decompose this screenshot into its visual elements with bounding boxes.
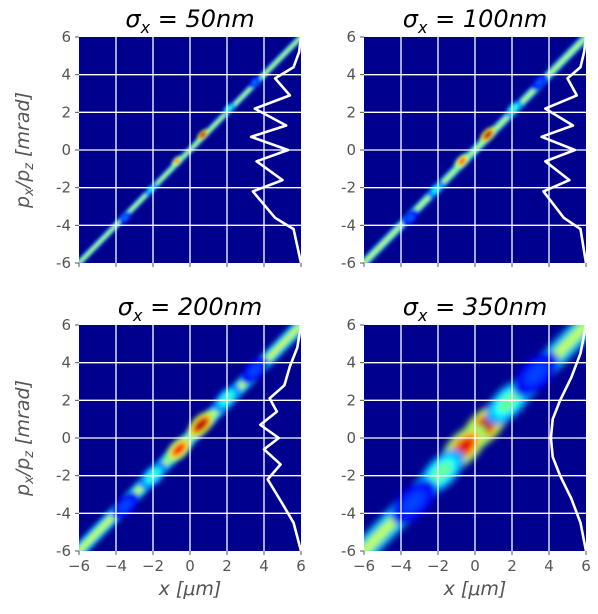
title-subscript: x <box>132 306 143 325</box>
x-tick-label: 2 <box>507 557 517 575</box>
heatmap-peak <box>525 363 547 385</box>
y-tick-label: 6 <box>61 316 71 334</box>
heatmap-area <box>79 37 301 263</box>
heatmap-area <box>79 325 301 551</box>
y-tick-label: 6 <box>61 28 71 46</box>
title-rest: = 100nm <box>427 5 547 33</box>
panel-4: 6 4 2 0 -2 -4 -6−6 −4 −2 0 2 4 6 σx = 350nm x [μm] <box>341 293 591 600</box>
x-tick-label: 4 <box>544 557 554 575</box>
heatmap-peak <box>122 215 128 221</box>
title-sigma: σ <box>403 293 419 321</box>
y-tick-label: -4 <box>341 216 356 234</box>
y-tick-label: -6 <box>341 254 356 272</box>
title-sigma: σ <box>403 5 419 33</box>
y-tick-label: 0 <box>346 141 356 159</box>
y-tick-label: 0 <box>61 429 71 447</box>
heatmap-peak <box>195 418 208 431</box>
x-tick-label: −6 <box>353 557 375 575</box>
heatmap-area <box>364 325 586 551</box>
y-tick-label: -6 <box>56 254 71 272</box>
panel-2: 6 4 2 0 -2 -4 -6 σx = 100nm <box>341 5 587 272</box>
x-tick-label: 6 <box>581 557 591 575</box>
y-tick-label: 0 <box>61 141 71 159</box>
y-tick-label: 2 <box>346 103 356 121</box>
title-subscript: x <box>140 18 151 37</box>
y-tick-label: -2 <box>341 467 356 485</box>
y-tick-label: 0 <box>346 429 356 447</box>
x-axis-label: x [μm] <box>158 578 222 600</box>
panel-1: 6 4 2 0 -2 -4 -6 σx = 50nm px/pz [mrad] <box>12 5 302 272</box>
y-axis-label: px/pz [mrad] <box>12 380 37 497</box>
y-tick-label: -6 <box>341 542 356 560</box>
y-tick-label: 2 <box>61 103 71 121</box>
title-subscript: x <box>417 18 428 37</box>
heatmap-peak <box>458 157 466 165</box>
title-sigma: σ <box>118 293 134 321</box>
y-tick-label: 4 <box>346 354 356 372</box>
heatmap-peak <box>252 79 258 85</box>
heatmap-peak <box>484 131 492 139</box>
x-tick-label: 4 <box>259 557 269 575</box>
x-tick-label: 0 <box>470 557 480 575</box>
y-tick-label: -6 <box>56 542 71 560</box>
panel-3: 6 4 2 0 -2 -4 -6−6 −4 −2 0 2 4 6 σx = 200nm px/pz [mra… <box>12 293 306 600</box>
y-tick-label: -2 <box>56 467 71 485</box>
y-axis-label: px/pz [mrad] <box>12 92 37 209</box>
y-tick-label: 6 <box>346 316 356 334</box>
heatmap-peak <box>174 158 180 164</box>
profile-curve <box>259 325 301 551</box>
y-tick-label: 4 <box>346 66 356 84</box>
heatmap-area <box>364 37 586 263</box>
profile-curve <box>549 325 586 551</box>
x-tick-label: 0 <box>185 557 195 575</box>
x-tick-label: 6 <box>296 557 306 575</box>
title-rest: = 200nm <box>142 293 262 321</box>
y-tick-label: 4 <box>61 354 71 372</box>
heatmap-peak <box>431 461 452 483</box>
x-tick-label: −4 <box>390 557 412 575</box>
y-tick-label: 6 <box>346 28 356 46</box>
y-tick-label: -4 <box>56 216 71 234</box>
heatmap-peak <box>200 132 206 138</box>
y-tick-label: -4 <box>56 504 71 522</box>
panel-title: σx = 200nm <box>118 293 262 325</box>
y-tick-label: 2 <box>346 391 356 409</box>
x-tick-label: 2 <box>222 557 232 575</box>
y-tick-label: 2 <box>61 391 71 409</box>
profile-curve <box>249 37 301 263</box>
x-axis-label: x [μm] <box>443 578 507 600</box>
title-rest: = 50nm <box>150 5 255 33</box>
x-tick-label: −2 <box>427 557 449 575</box>
heatmap-peak <box>119 499 132 512</box>
heatmap-peak <box>403 491 425 513</box>
x-tick-label: −2 <box>142 557 164 575</box>
y-tick-label: 4 <box>61 66 71 84</box>
y-tick-label: -2 <box>341 179 356 197</box>
heatmap-peak <box>172 443 185 456</box>
y-tick-label: -4 <box>341 504 356 522</box>
x-tick-label: −6 <box>68 557 90 575</box>
panel-title: σx = 100nm <box>403 5 547 37</box>
heatmap-peak <box>536 78 544 86</box>
panel-title: σx = 350nm <box>403 293 547 325</box>
heatmap-peak <box>248 364 261 377</box>
title-subscript: x <box>417 306 428 325</box>
y-tick-label: -2 <box>56 179 71 197</box>
heatmap-peak <box>406 214 414 222</box>
panel-title: σx = 50nm <box>125 5 254 37</box>
title-sigma: σ <box>125 5 141 33</box>
profile-curve <box>540 37 586 263</box>
x-tick-label: −4 <box>105 557 127 575</box>
title-rest: = 350nm <box>427 293 547 321</box>
heatmap-peak <box>498 392 519 413</box>
